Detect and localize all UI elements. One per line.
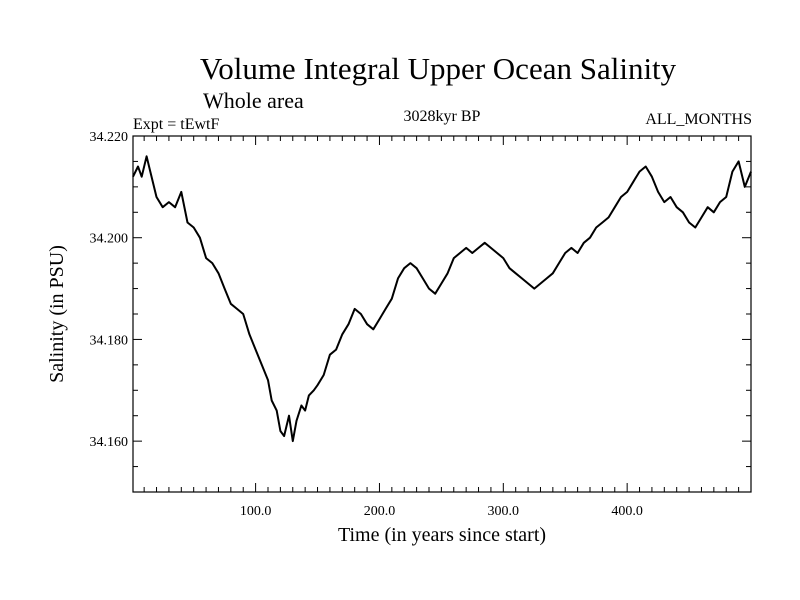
x-tick-label: 200.0 — [364, 504, 396, 519]
y-tick-label: 34.220 — [90, 130, 129, 145]
y-tick-label: 34.160 — [90, 435, 129, 450]
x-tick-label: 300.0 — [488, 504, 520, 519]
months-label: ALL_MONTHS — [645, 111, 752, 128]
plot-frame — [132, 135, 752, 493]
period-label: 3028kyr BP — [404, 108, 481, 125]
axis-tick-labels: 100.0 200.0 300.0 400.0 34.160 34.180 34.200 34… — [90, 130, 643, 519]
x-tick-label: 400.0 — [611, 504, 643, 519]
y-axis-label: Salinity (in PSU) — [46, 245, 68, 383]
salinity-series-line — [132, 155, 752, 443]
y-tick-label: 34.200 — [90, 232, 129, 247]
chart-subtitle: Whole area — [203, 88, 304, 113]
axis-ticks — [133, 135, 751, 493]
y-tick-label: 34.180 — [90, 333, 129, 348]
chart-title: Volume Integral Upper Ocean Salinity — [200, 51, 677, 86]
x-tick-label: 100.0 — [240, 504, 272, 519]
experiment-label: Expt = tEwtF — [133, 116, 219, 133]
x-axis-label: Time (in years since start) — [338, 524, 546, 546]
